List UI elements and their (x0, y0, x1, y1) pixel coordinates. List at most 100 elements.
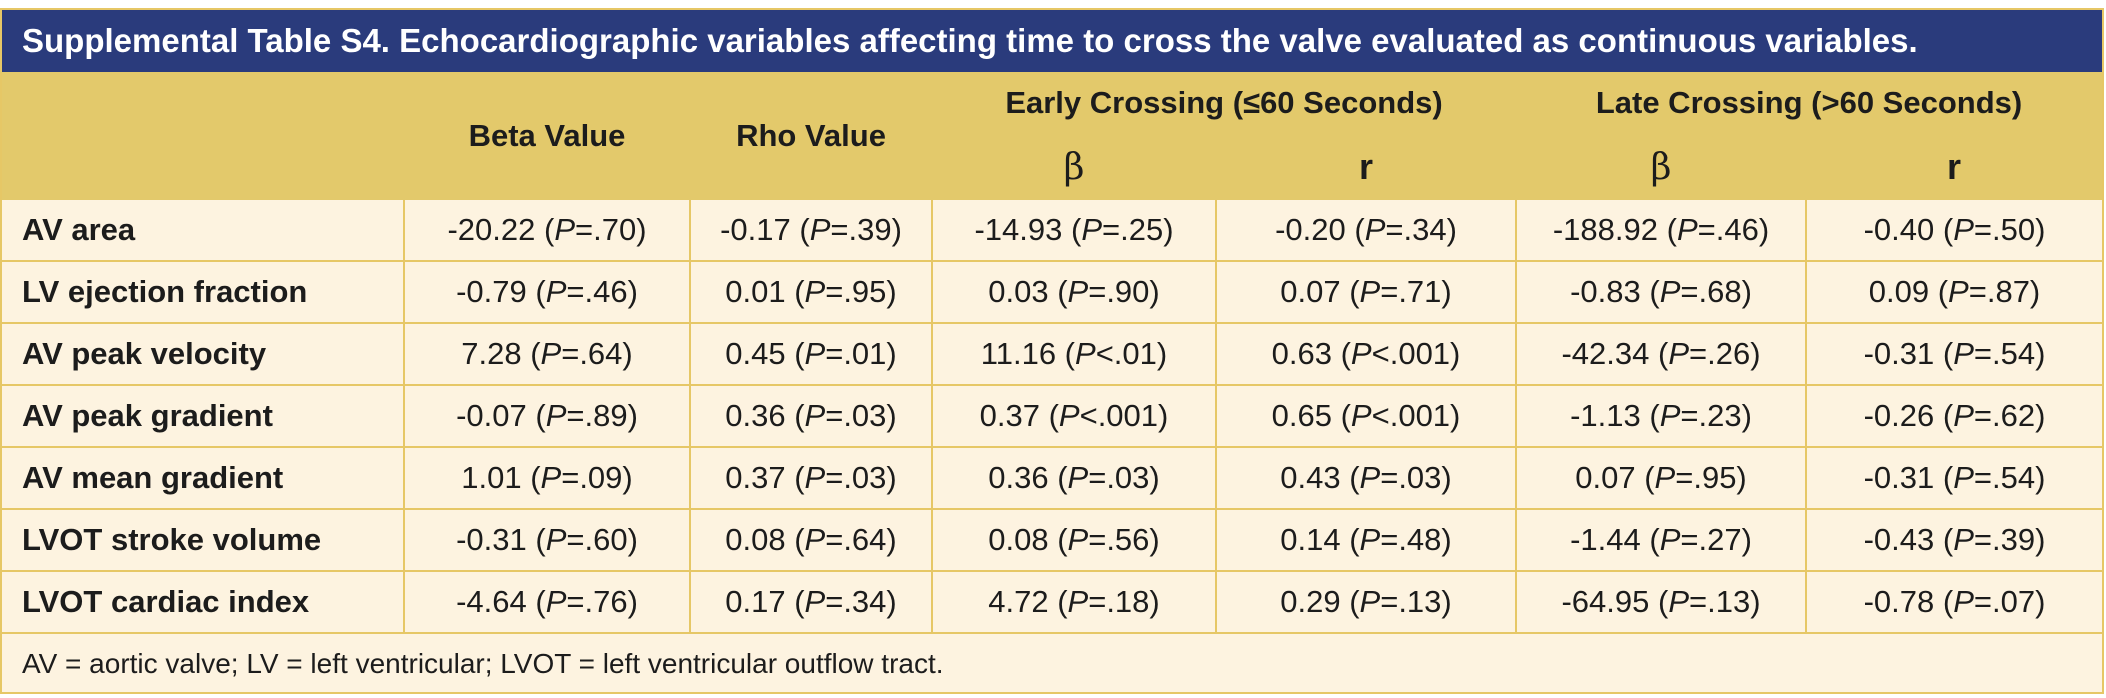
value-estimate: 0.65 ( (1271, 398, 1351, 433)
value-p: =.03) (825, 398, 897, 433)
table-footnote: AV = aortic valve; LV = left ventricular… (22, 648, 944, 679)
value-cell: -0.26 (P=.62) (1805, 384, 2103, 448)
value-estimate: 0.43 ( (1280, 460, 1360, 495)
p-letter: P (1081, 212, 1102, 247)
p-letter: P (804, 274, 826, 309)
value-estimate: -0.07 ( (456, 398, 546, 433)
value-p: <.001) (1371, 336, 1461, 371)
p-letter: P (1953, 522, 1974, 557)
value-p: =.46) (566, 274, 638, 309)
value-cell: -64.95 (P=.13) (1515, 570, 1808, 634)
value-estimate: -0.17 ( (720, 212, 810, 247)
header-beta-value: Beta Value (404, 72, 690, 200)
value-p: =.64) (561, 336, 633, 371)
table-container: Supplemental Table S4. Echocardiographic… (0, 8, 2104, 694)
value-cell: 0.07 (P=.71) (1214, 260, 1518, 324)
value-cell: -14.93 (P=.25) (931, 200, 1217, 262)
value-cell: -0.20 (P=.34) (1214, 200, 1518, 262)
value-p: =.71) (1380, 274, 1452, 309)
p-letter: P (1075, 336, 1096, 371)
value-estimate: 11.16 ( (980, 336, 1075, 371)
value-cell: 0.09 (P=.87) (1805, 260, 2103, 324)
value-cell: 7.28 (P=.64) (403, 322, 691, 386)
value-p: =.46) (1697, 212, 1770, 247)
value-estimate: 0.08 ( (725, 522, 805, 557)
value-cell: -42.34 (P=.26) (1515, 322, 1808, 386)
p-letter: P (1359, 522, 1381, 557)
value-cell: 0.43 (P=.03) (1214, 446, 1518, 510)
p-letter: P (1067, 522, 1089, 557)
value-estimate: 0.07 ( (1280, 274, 1360, 309)
header-rho-value: Rho Value (690, 72, 932, 200)
value-p: <.001) (1371, 398, 1461, 433)
table-body: AV area -20.22 (P=.70) -0.17 (P=.39) -14.93… (2, 200, 2103, 634)
p-letter: P (1350, 398, 1372, 433)
value-p: =.76) (566, 584, 638, 619)
value-estimate: -0.43 ( (1863, 522, 1954, 557)
value-estimate: 0.37 ( (979, 398, 1059, 433)
value-cell: -0.17 (P=.39) (689, 200, 933, 262)
p-letter: P (1668, 336, 1690, 371)
value-cell: -0.31 (P=.54) (1805, 446, 2103, 510)
value-cell: 0.08 (P=.56) (931, 508, 1217, 572)
value-cell: 0.37 (P<.001) (931, 384, 1217, 448)
value-estimate: -0.26 ( (1863, 398, 1954, 433)
value-estimate: 0.36 ( (725, 398, 805, 433)
header-late-r: r (1806, 134, 2103, 200)
value-estimate: 7.28 ( (461, 336, 541, 371)
table-row: LVOT cardiac index -4.64 (P=.76) 0.17 (P=.… (2, 570, 2103, 634)
p-letter: P (1953, 460, 1974, 495)
p-letter: P (545, 584, 567, 619)
row-label: AV mean gradient (2, 446, 405, 510)
value-p: =.54) (1973, 460, 2046, 495)
row-label: AV peak gradient (2, 384, 405, 448)
value-cell: 0.14 (P=.48) (1214, 508, 1518, 572)
table-row: LV ejection fraction -0.79 (P=.46) 0.01 (P… (2, 260, 2103, 324)
value-cell: 11.16 (P<.01) (931, 322, 1217, 386)
p-letter: P (1668, 584, 1690, 619)
value-estimate: 0.36 ( (988, 460, 1068, 495)
value-estimate: 0.63 ( (1271, 336, 1351, 371)
value-cell: -0.43 (P=.39) (1805, 508, 2103, 572)
value-p: <.01) (1095, 336, 1168, 371)
p-letter: P (1359, 460, 1381, 495)
p-letter: P (1948, 274, 1969, 309)
value-cell: -0.31 (P=.54) (1805, 322, 2103, 386)
p-letter: P (804, 336, 826, 371)
value-estimate: 0.03 ( (988, 274, 1068, 309)
header-early-beta: β (932, 134, 1216, 200)
value-estimate: -0.20 ( (1275, 212, 1365, 247)
value-cell: 0.03 (P=.90) (931, 260, 1217, 324)
table-row: LVOT stroke volume -0.31 (P=.60) 0.08 (P=.… (2, 508, 2103, 572)
value-estimate: -0.78 ( (1863, 584, 1954, 619)
value-estimate: 0.14 ( (1280, 522, 1360, 557)
value-cell: -20.22 (P=.70) (403, 200, 691, 262)
value-p: =.13) (1380, 584, 1452, 619)
p-letter: P (804, 584, 826, 619)
value-p: =.18) (1088, 584, 1160, 619)
value-cell: -1.13 (P=.23) (1515, 384, 1808, 448)
p-letter: P (804, 460, 826, 495)
value-p: =.25) (1102, 212, 1174, 247)
p-letter: P (1350, 336, 1372, 371)
p-letter: P (1359, 584, 1381, 619)
p-letter: P (804, 398, 826, 433)
header-early-crossing: Early Crossing (≤60 Seconds) (932, 72, 1517, 134)
value-estimate: -64.95 ( (1561, 584, 1669, 619)
p-letter: P (1953, 584, 1974, 619)
value-p: =.95) (825, 274, 897, 309)
p-letter: P (545, 398, 567, 433)
value-cell: -4.64 (P=.76) (403, 570, 691, 634)
value-estimate: -42.34 ( (1561, 336, 1669, 371)
value-cell: 0.07 (P=.95) (1515, 446, 1808, 510)
value-p: =.03) (825, 460, 897, 495)
value-p: =.03) (1088, 460, 1160, 495)
value-cell: 0.08 (P=.64) (689, 508, 933, 572)
value-estimate: -1.13 ( (1570, 398, 1660, 433)
row-label: AV area (2, 200, 405, 262)
value-cell: 0.36 (P=.03) (689, 384, 933, 448)
value-p: =.70) (575, 212, 647, 247)
value-p: =.90) (1088, 274, 1160, 309)
value-estimate: -4.64 ( (456, 584, 546, 619)
p-letter: P (1359, 274, 1381, 309)
